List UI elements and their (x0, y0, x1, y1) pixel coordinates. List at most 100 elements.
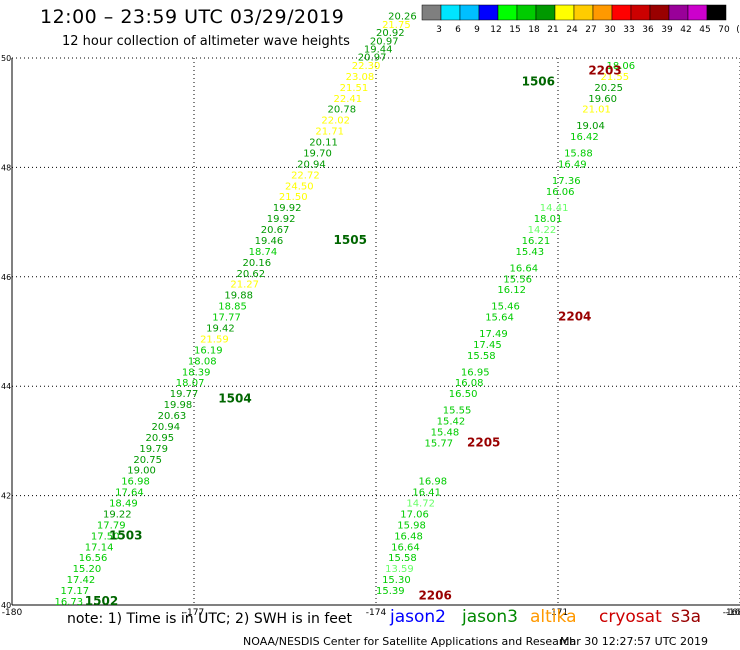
y-tick-label: 42 (1, 492, 11, 501)
wave-height-value: 18.07 (176, 378, 205, 389)
wave-height-value: 16.98 (121, 477, 150, 488)
wave-height-value: 15.39 (376, 586, 405, 597)
wave-height-value: 20.63 (158, 411, 187, 422)
wave-height-value: 20.97 (370, 36, 399, 47)
wave-height-value: 15.42 (437, 416, 466, 427)
wave-height-value: 18.08 (188, 356, 217, 367)
wave-height-value: 15.56 (503, 274, 532, 285)
chart-subtitle: 12 hour collection of altimeter wave hei… (62, 34, 350, 49)
wave-height-value: 19.77 (170, 389, 199, 400)
wave-height-value: 16.64 (391, 542, 420, 553)
wave-height-value: 19.00 (127, 466, 156, 477)
wave-height-value: 15.20 (73, 564, 102, 575)
footnote: note: 1) Time is in UTC; 2) SWH is in fe… (67, 611, 353, 627)
colorbar-label: 6 (455, 25, 461, 35)
wave-height-value: 19.70 (303, 148, 332, 159)
y-tick-label: 40 (1, 601, 11, 610)
colorbar-label: 21 (547, 25, 558, 35)
wave-height-value: 18.85 (218, 302, 247, 313)
wave-height-value: 22.02 (321, 116, 350, 127)
y-tick-label: 44 (1, 382, 11, 391)
colorbar-label: 39 (661, 25, 673, 35)
colorbar-label: (ft) (736, 25, 740, 35)
wave-height-value: 24.50 (285, 181, 314, 192)
wave-height-value: 14.22 (528, 225, 557, 236)
wave-height-value: 22.30 (352, 61, 381, 72)
wave-height-value: 21.55 (600, 72, 629, 83)
pass-time-label: 2205 (467, 435, 500, 449)
wave-height-value: 16.21 (522, 236, 551, 247)
wave-height-value: 13.59 (385, 564, 414, 575)
wave-height-value: 16.12 (497, 285, 526, 296)
wave-height-value: 20.62 (236, 269, 265, 280)
wave-height-value: 15.58 (388, 553, 417, 564)
pass-time-label: 2206 (418, 589, 451, 603)
wave-height-value: 20.67 (261, 225, 290, 236)
wave-height-value: 16.19 (194, 345, 223, 356)
wave-height-value: 19.60 (588, 94, 617, 105)
wave-height-value: 16.42 (570, 132, 599, 143)
wave-height-value: 17.64 (115, 488, 144, 499)
wave-height-value: 19.92 (267, 214, 296, 225)
colorbar-swatch (706, 4, 727, 21)
colorbar-label: 24 (566, 25, 578, 35)
wave-height-value: 17.14 (85, 542, 114, 553)
legend-altika: altika (530, 607, 577, 627)
wave-height-value: 20.26 (388, 12, 417, 23)
wave-height-value: 21.27 (230, 280, 259, 291)
wave-height-value: 16.95 (461, 367, 490, 378)
wave-height-value: 16.08 (455, 378, 484, 389)
x-tick-label: -168 (723, 608, 740, 618)
wave-height-value: 16.73 (54, 597, 83, 608)
colorbar-label: 30 (604, 25, 616, 35)
x-tick-label: -177 (184, 608, 204, 618)
wave-height-value: 19.46 (255, 236, 284, 247)
wave-height-value: 17.77 (212, 313, 241, 324)
credit-timestamp: Mar 30 12:27:57 UTC 2019 (560, 635, 708, 648)
colorbar-label: 12 (490, 25, 501, 35)
wave-height-value: 17.79 (97, 520, 126, 531)
wave-height-value: 21.71 (315, 127, 344, 138)
wave-height-value: 17.49 (479, 329, 508, 340)
wave-height-value: 22.41 (334, 94, 363, 105)
legend-jason2: jason2 (390, 607, 446, 627)
wave-height-value: 16.56 (79, 553, 108, 564)
y-tick-label: 46 (1, 273, 11, 282)
wave-height-value: 20.94 (297, 159, 326, 170)
legend-s3a: s3a (671, 607, 702, 627)
wave-height-value: 17.42 (67, 575, 96, 586)
colorbar-label: 9 (474, 25, 480, 35)
wave-height-value: 20.92 (376, 28, 405, 39)
pass-time-label: 2203 (588, 63, 621, 77)
wave-height-value: 17.50 (91, 531, 120, 542)
wave-height-value: 19.44 (364, 45, 393, 56)
y-tick-label: 48 (1, 163, 11, 172)
wave-height-value: 17.45 (473, 340, 502, 351)
wave-height-value: 19.22 (103, 509, 132, 520)
wave-height-value: 20.78 (327, 105, 356, 116)
wave-height-value: 16.06 (546, 187, 575, 198)
wave-height-value: 16.50 (449, 389, 478, 400)
colorbar-label: 45 (699, 25, 710, 35)
wave-height-value: 20.95 (145, 433, 174, 444)
wave-height-value: 14.41 (540, 203, 569, 214)
wave-height-value: 17.17 (61, 586, 90, 597)
wave-height-value: 15.55 (443, 406, 472, 417)
wave-height-value: 16.64 (509, 263, 538, 274)
pass-time-label: 1506 (522, 74, 555, 88)
colorbar-label: 33 (623, 25, 634, 35)
colorbar-label: 15 (509, 25, 520, 35)
wave-height-value: 21.51 (340, 83, 369, 94)
wave-height-value: 19.79 (139, 444, 168, 455)
wave-height-value: 21.50 (279, 192, 308, 203)
wave-height-value: 14.72 (406, 499, 435, 510)
pass-time-label: 2204 (558, 310, 591, 324)
wave-height-value: 18.74 (249, 247, 278, 258)
wave-height-value: 19.42 (206, 324, 235, 335)
colorbar-label: 36 (642, 25, 654, 35)
wave-height-value: 19.88 (224, 291, 253, 302)
wave-height-value: 21.01 (582, 105, 611, 116)
pass-time-label: 1505 (334, 233, 367, 247)
wave-height-value: 17.36 (552, 176, 581, 187)
